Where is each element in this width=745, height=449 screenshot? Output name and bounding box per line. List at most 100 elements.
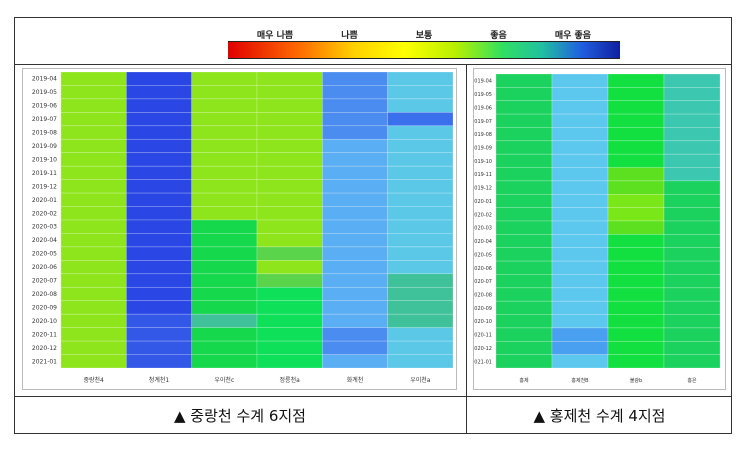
row-label-date: 2020-09: [32, 304, 57, 311]
heatmap-cell: [663, 167, 721, 182]
heatmap-cell: [60, 340, 127, 355]
row-label-date: 2020-07: [32, 278, 57, 285]
heatmap-cell: [322, 71, 388, 86]
heatmap-cell: [322, 233, 388, 248]
heatmap-cell: [495, 287, 553, 302]
jungnangcheon-heatmap: 2019-04 2019-05 2019-06 2019-07 2019-08 2019-…: [32, 71, 454, 384]
heatmap-cell: [495, 260, 553, 275]
heatmap-cell: [551, 207, 609, 222]
heatmap-cell: [322, 340, 388, 355]
heatmap-cell: [126, 273, 192, 288]
panel-divider: [466, 64, 467, 434]
heatmap-cell: [607, 127, 665, 142]
heatmap-cell: [60, 286, 127, 302]
heatmap-cell: [322, 327, 388, 342]
heatmap-cell: [495, 127, 553, 142]
caption-jungnangcheon: ▲ 중랑천 수계 6지점: [174, 407, 306, 425]
column-label-station: 중랑천4: [83, 376, 104, 384]
heatmap-cell: [551, 247, 609, 262]
row-label-date: 2020-03: [474, 226, 492, 232]
heatmap-cell: [126, 71, 192, 86]
row-label-date: 2020-04: [474, 239, 492, 245]
heatmap-cell: [256, 192, 323, 207]
row-label-date: 2020-01: [474, 199, 492, 205]
row-label-date: 2019-12: [32, 183, 57, 190]
heatmap-cell: [495, 73, 553, 88]
heatmap-cell: [322, 300, 388, 315]
heatmap-cell: [551, 314, 609, 329]
heatmap-cell: [60, 354, 127, 369]
heatmap-cell: [387, 313, 454, 328]
caption-divider: [14, 396, 732, 397]
row-label-date: 2019-07: [32, 116, 57, 123]
row-label-date: 2019-11: [32, 170, 57, 177]
row-label-date: 2020-11: [32, 331, 57, 338]
heatmap-cell: [60, 206, 127, 221]
column-label-station: 홍제천B: [571, 377, 589, 384]
heatmap-cell: [551, 87, 609, 102]
heatmap-cell: [256, 125, 323, 140]
heatmap-cell: [60, 125, 127, 140]
row-label-date: 2019-06: [474, 105, 492, 111]
heatmap-cell: [551, 140, 609, 155]
row-label-date: 2020-07: [474, 279, 492, 285]
heatmap-cell: [495, 274, 553, 289]
heatmap-cell: [322, 219, 388, 234]
row-label-date: 2019-05: [32, 89, 57, 96]
heatmap-cell: [663, 354, 721, 369]
heatmap-cell: [60, 233, 127, 248]
row-label-date: 2019-04: [32, 76, 57, 83]
heatmap-cell: [663, 287, 721, 302]
heatmap-cell: [607, 260, 665, 275]
row-label-date: 2020-08: [32, 291, 57, 298]
heatmap-cell: [495, 314, 553, 329]
heatmap-cell: [495, 327, 553, 342]
heatmap-cell: [256, 152, 323, 167]
heatmap-cell: [387, 125, 454, 140]
column-label-station: 우이천a: [410, 376, 431, 384]
heatmap-cell: [126, 300, 192, 315]
heatmap-cell: [607, 113, 665, 128]
heatmap-cell: [60, 313, 127, 328]
row-label-date: 2020-03: [32, 224, 57, 231]
heatmap-cell: [387, 246, 454, 261]
heatmap-cell: [322, 246, 388, 261]
heatmap-cell: [126, 206, 192, 221]
heatmap-cell: [126, 246, 192, 261]
heatmap-cell: [256, 219, 323, 234]
heatmap-cell: [322, 138, 388, 154]
heatmap-cell: [387, 354, 454, 369]
heatmap-cell: [60, 179, 127, 194]
heatmap-cell: [191, 112, 258, 127]
heatmap-cell: [60, 246, 127, 261]
heatmap-cell: [495, 193, 553, 208]
legend-label-normal: 보통: [415, 31, 433, 41]
heatmap-cell: [663, 340, 721, 355]
legend-color-scale: [228, 41, 620, 59]
heatmap-cell: [607, 300, 665, 315]
heatmap-cell: [60, 112, 127, 127]
heatmap-cell: [495, 100, 553, 115]
heatmap-cell: [663, 260, 721, 275]
heatmap-cell: [256, 273, 323, 288]
heatmap-cell: [191, 340, 258, 355]
heatmap-cell: [191, 152, 258, 167]
heatmap-cell: [663, 300, 721, 315]
row-label-date: 2019-09: [474, 146, 492, 152]
heatmap-cell: [387, 98, 454, 113]
heatmap-cell: [256, 85, 323, 100]
hongjecheon-panel: 2019-04 2019-05 2019-06 2019-07 2019-08 2019-…: [471, 68, 726, 390]
heatmap-cell: [387, 138, 454, 154]
heatmap-cell: [607, 247, 665, 262]
heatmap-cell: [387, 219, 454, 234]
heatmap-cell: [495, 153, 553, 168]
caption-hongjecheon: ▲ 홍제천 수계 4지점: [533, 407, 666, 425]
heatmap-cell: [256, 71, 323, 86]
heatmap-cell: [607, 193, 665, 208]
heatmap-cell: [387, 165, 454, 180]
heatmap-cell: [126, 260, 192, 275]
heatmap-cell: [126, 138, 192, 154]
heatmap-cell: [191, 71, 258, 86]
heatmap-cell: [256, 233, 323, 248]
heatmap-cell: [387, 273, 454, 288]
